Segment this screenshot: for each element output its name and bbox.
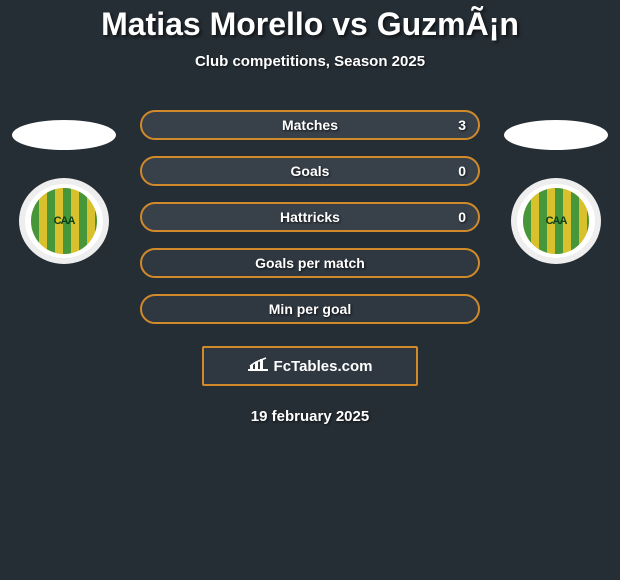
stat-row-goals-per-match: Goals per match: [140, 248, 480, 278]
club-left-abbr: CAA: [54, 215, 75, 227]
player-right-column: CAA: [496, 120, 616, 264]
club-badge-right-inner: CAA: [523, 188, 589, 254]
stat-label: Matches: [282, 117, 338, 133]
subtitle: Club competitions, Season 2025: [0, 53, 620, 70]
player-left-avatar: [12, 120, 116, 150]
club-badge-left-inner: CAA: [31, 188, 97, 254]
stat-value: 0: [458, 163, 466, 179]
player-right-avatar: [504, 120, 608, 150]
stats-list: Matches 3 Goals 0 Hattricks 0 Goals per …: [140, 110, 480, 324]
stat-label: Goals: [291, 163, 330, 179]
stat-label: Goals per match: [255, 255, 365, 271]
club-right-abbr: CAA: [546, 215, 567, 227]
player-left-column: CAA: [4, 120, 124, 264]
stat-label: Hattricks: [280, 209, 340, 225]
club-badge-right: CAA: [511, 178, 601, 264]
stat-row-hattricks: Hattricks 0: [140, 202, 480, 232]
date-text: 19 february 2025: [0, 408, 620, 425]
stat-row-goals: Goals 0: [140, 156, 480, 186]
page-title: Matias Morello vs GuzmÃ¡n: [0, 0, 620, 43]
stat-row-matches: Matches 3: [140, 110, 480, 140]
chart-bars-icon: [248, 357, 268, 376]
club-badge-left: CAA: [19, 178, 109, 264]
stat-label: Min per goal: [269, 301, 351, 317]
stat-value: 0: [458, 209, 466, 225]
brand-text: FcTables.com: [274, 358, 373, 375]
brand-box[interactable]: FcTables.com: [202, 346, 418, 386]
stat-value: 3: [458, 117, 466, 133]
stat-row-min-per-goal: Min per goal: [140, 294, 480, 324]
